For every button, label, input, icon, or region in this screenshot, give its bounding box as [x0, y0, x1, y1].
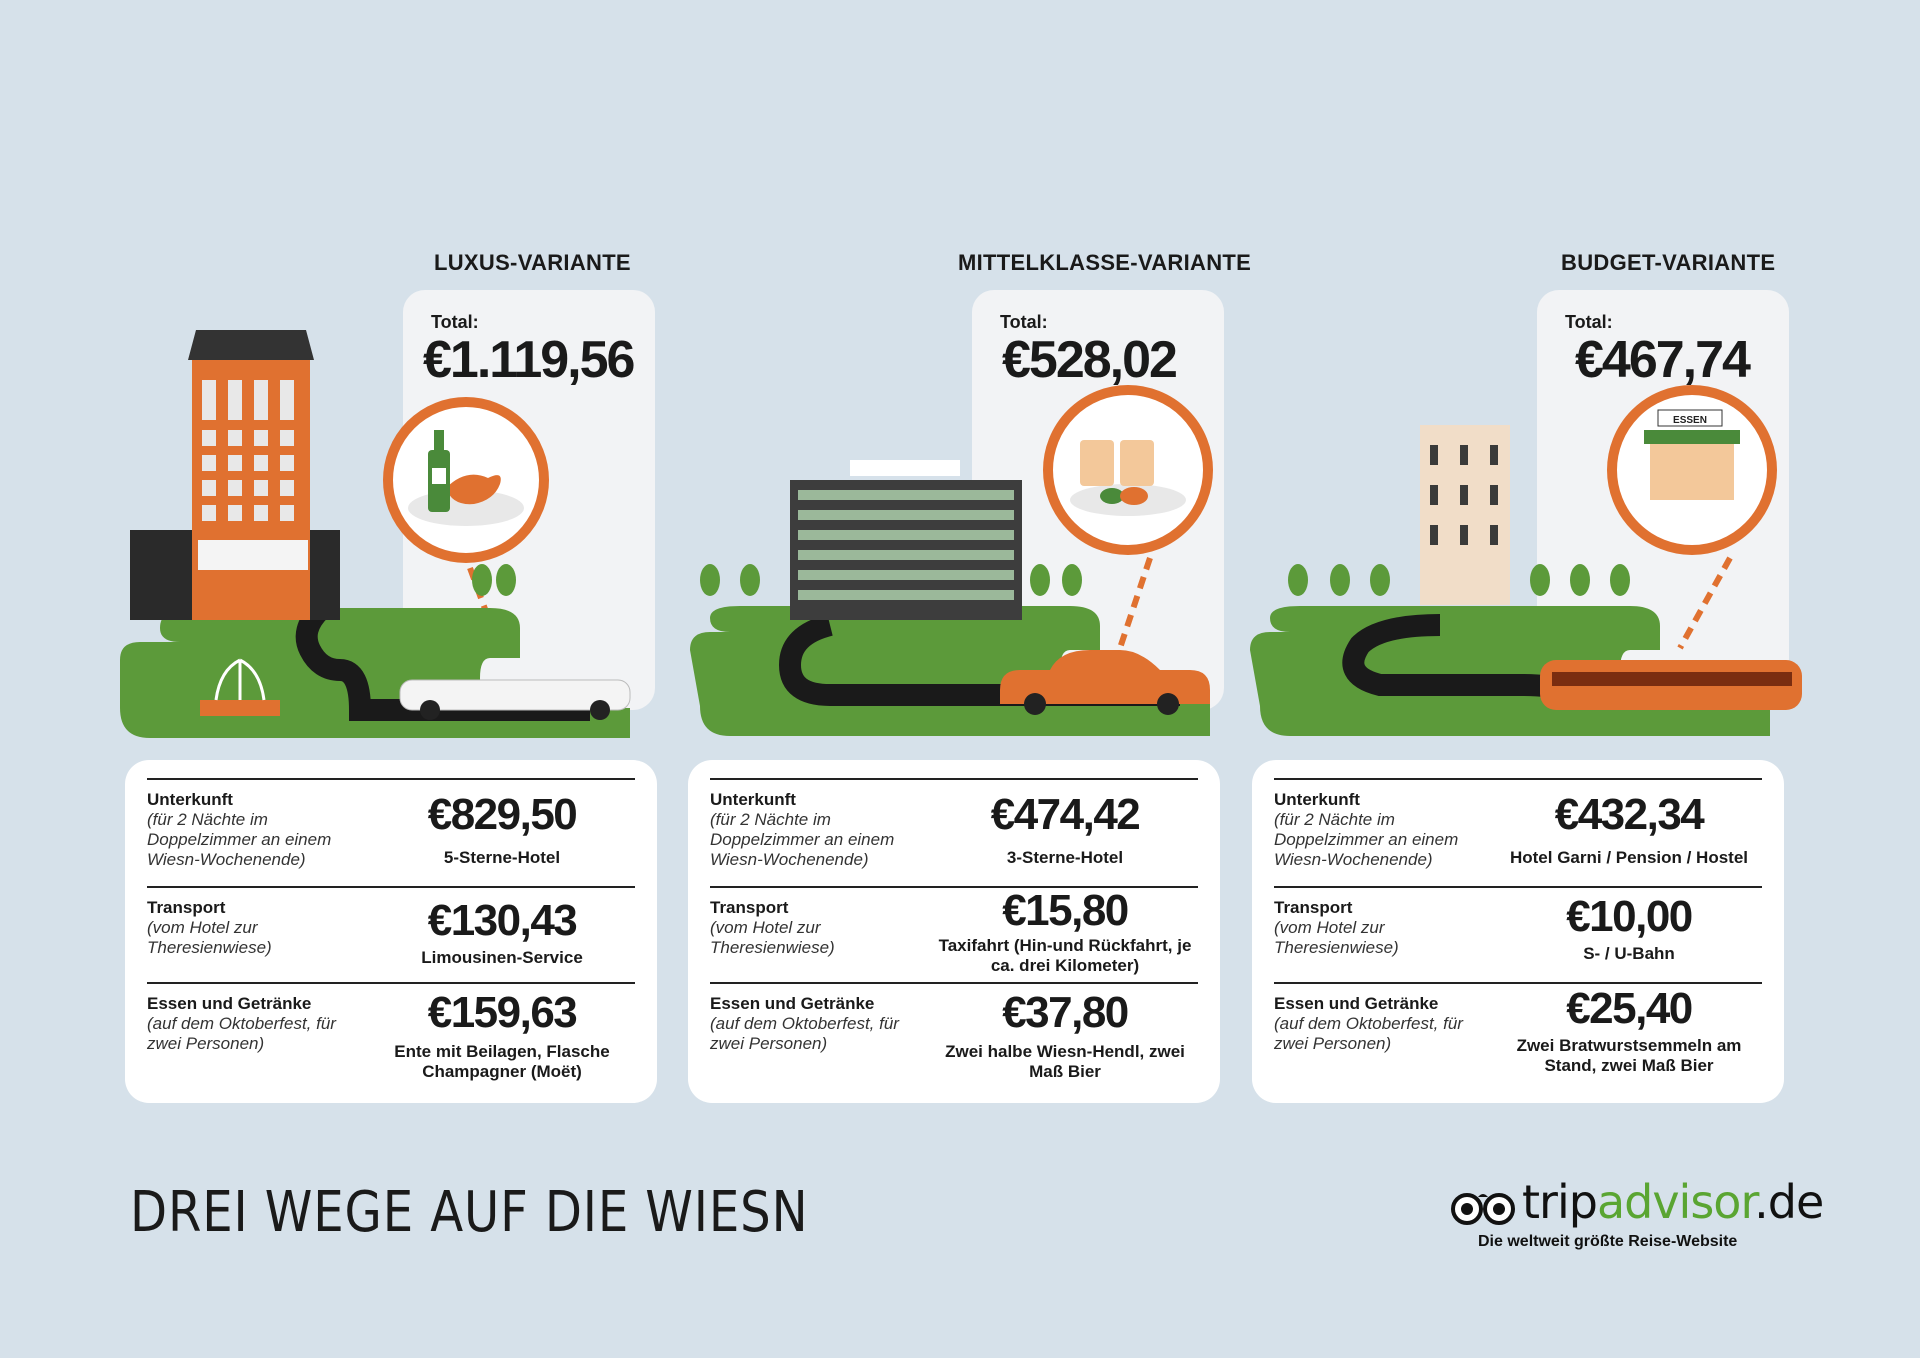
cost-row-transport: Transport (vom Hotel zur Theresienwiese) …	[710, 886, 1198, 984]
cost-row-transport: Transport (vom Hotel zur Theresienwiese) …	[147, 886, 635, 984]
logo-tagline: Die weltweit größte Reise-Website	[1478, 1233, 1738, 1250]
row-label: Unterkunft (für 2 Nächte im Doppelzimmer …	[1274, 790, 1459, 869]
tripadvisor-logo[interactable]: tripadvisor.de Die weltweit größte Reise…	[1450, 1175, 1824, 1253]
row-description: 5-Sterne-Hotel	[443, 848, 561, 867]
row-description: Zwei halbe Wiesn-Hendl, zwei Maß Bier	[945, 1042, 1185, 1081]
beer-chicken-icon	[1043, 385, 1213, 555]
row-description: Limousinen-Service	[421, 948, 583, 967]
cost-breakdown-card: Unterkunft (für 2 Nächte im Doppelzimmer …	[688, 760, 1220, 1103]
row-price: €37,80	[1002, 988, 1129, 1037]
row-label: Unterkunft (für 2 Nächte im Doppelzimmer …	[147, 790, 332, 869]
row-label: Transport (vom Hotel zur Theresienwiese)	[147, 898, 272, 957]
row-label: Transport (vom Hotel zur Theresienwiese)	[1274, 898, 1399, 957]
row-label: Essen und Getränke (auf dem Oktoberfest, …	[1274, 994, 1463, 1053]
budget-scene-illustration: ESSEN	[1250, 385, 1802, 736]
total-label: Total:	[1565, 312, 1613, 332]
row-description: Taxifahrt (Hin-und Rückfahrt, je ca. dre…	[938, 936, 1192, 975]
row-label: Unterkunft (für 2 Nächte im Doppelzimmer …	[710, 790, 895, 869]
variant-title: BUDGET-VARIANTE	[1561, 250, 1776, 275]
total-label: Total:	[431, 312, 479, 332]
total-label: Total:	[1000, 312, 1048, 332]
row-description: S- / U-Bahn	[1583, 944, 1675, 963]
train-icon	[1540, 660, 1802, 710]
row-description: Hotel Garni / Pension / Hostel	[1509, 848, 1749, 867]
cost-breakdown-card: Unterkunft (für 2 Nächte im Doppelzimmer …	[1252, 760, 1784, 1103]
row-label: Essen und Getränke (auf dem Oktoberfest, …	[710, 994, 899, 1053]
row-price: €159,63	[427, 988, 578, 1037]
row-description: Ente mit Beilagen, Flasche Champagner (M…	[394, 1042, 610, 1081]
cost-row-unterkunft: Unterkunft (für 2 Nächte im Doppelzimmer …	[147, 778, 635, 888]
total-value: €528,02	[1002, 331, 1178, 389]
row-price: €10,00	[1566, 892, 1693, 941]
limousine-icon	[399, 679, 631, 720]
row-price: €432,34	[1554, 790, 1705, 839]
row-description: Zwei Bratwurstsemmeln am Stand, zwei Maß…	[1516, 1036, 1742, 1075]
cost-row-essen: Essen und Getränke (auf dem Oktoberfest, …	[1274, 982, 1762, 1084]
row-price: €474,42	[990, 790, 1141, 839]
cost-row-unterkunft: Unterkunft (für 2 Nächte im Doppelzimmer …	[1274, 778, 1762, 888]
taxi-icon	[1000, 650, 1210, 715]
row-price: €130,43	[427, 896, 578, 945]
row-price: €829,50	[427, 790, 578, 839]
cost-row-unterkunft: Unterkunft (für 2 Nächte im Doppelzimmer …	[710, 778, 1198, 888]
cost-breakdown-card: Unterkunft (für 2 Nächte im Doppelzimmer …	[125, 760, 657, 1103]
midclass-scene-illustration	[690, 385, 1213, 736]
row-label: Transport (vom Hotel zur Theresienwiese)	[710, 898, 835, 957]
row-price: €15,80	[1002, 886, 1129, 935]
owl-eyes-icon	[1451, 1193, 1515, 1225]
cost-row-essen: Essen und Getränke (auf dem Oktoberfest, …	[147, 982, 635, 1084]
total-value: €467,74	[1575, 331, 1751, 389]
logo-wordmark: tripadvisor.de	[1522, 1175, 1824, 1229]
stand-sign-text: ESSEN	[1673, 415, 1707, 426]
variant-title: MITTELKLASSE-VARIANTE	[958, 250, 1252, 275]
page-title: DREI WEGE AUF DIE WIESN	[130, 1180, 809, 1245]
row-label: Essen und Getränke (auf dem Oktoberfest, …	[147, 994, 336, 1053]
total-value: €1.119,56	[423, 331, 635, 389]
row-price: €25,40	[1566, 984, 1693, 1033]
cost-row-essen: Essen und Getränke (auf dem Oktoberfest, …	[710, 982, 1198, 1084]
food-stand-icon: ESSEN	[1607, 385, 1777, 555]
luxury-scene-illustration	[120, 330, 631, 738]
cost-row-transport: Transport (vom Hotel zur Theresienwiese) …	[1274, 886, 1762, 984]
champagne-duck-icon	[383, 397, 549, 563]
row-description: 3-Sterne-Hotel	[1006, 848, 1124, 867]
variant-title: LUXUS-VARIANTE	[434, 250, 631, 275]
